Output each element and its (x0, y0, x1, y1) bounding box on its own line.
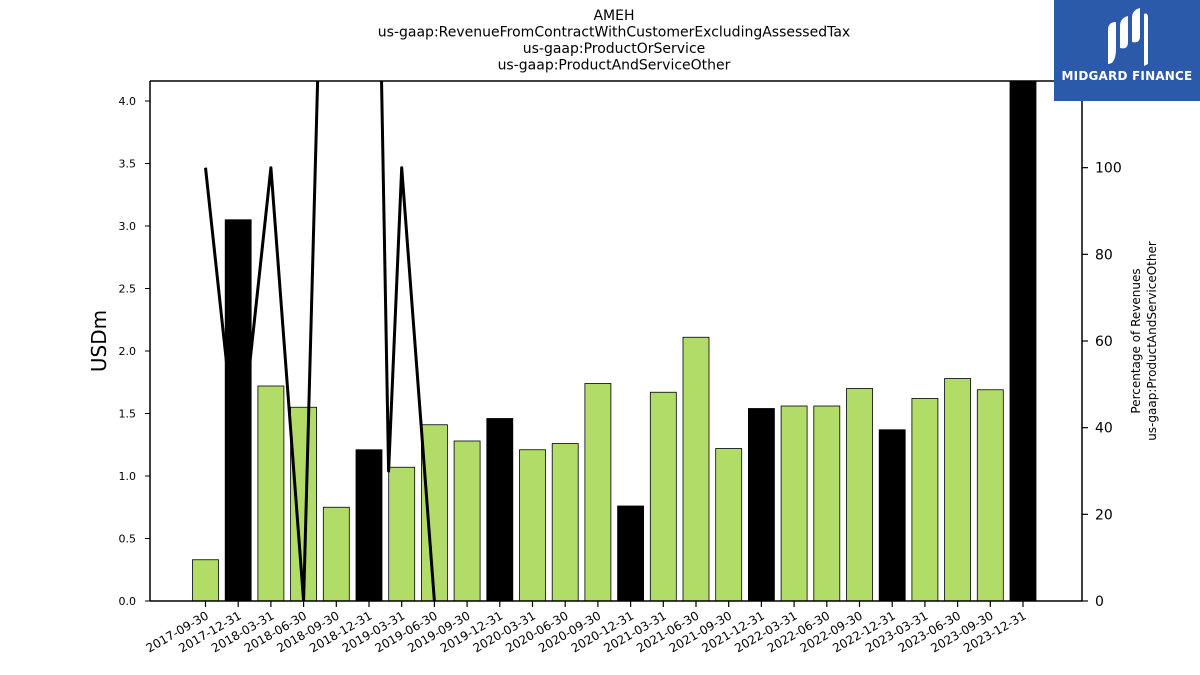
y-tick-label: 3.0 (119, 220, 137, 233)
right-axis-label-line: us-gaap:ProductAndServiceOther (1145, 241, 1159, 441)
bar (911, 398, 939, 602)
bar (519, 449, 546, 602)
bar (486, 418, 514, 602)
y2-tick-label: 60 (1095, 334, 1113, 350)
bar (420, 424, 448, 602)
bar (551, 443, 579, 602)
bar (715, 448, 743, 602)
axes (149, 80, 1083, 602)
bar (780, 405, 808, 602)
bar (813, 405, 841, 602)
left-axis-ticks: 0.0 0.5 1.0 1.5 2.0 2.5 3.0 3.5 4.0 (119, 95, 150, 608)
y2-tick-label: 20 (1095, 507, 1113, 523)
bar (257, 385, 285, 602)
midgard-finance-logo: MIDGARD FINANCE (1054, 0, 1200, 101)
bar (846, 388, 873, 602)
y-axis-label: USDm (87, 310, 111, 372)
bar (976, 389, 1004, 602)
bar (682, 336, 710, 602)
bar (944, 378, 971, 602)
y-tick-label: 4.0 (119, 95, 137, 108)
title-line: us-gaap:ProductOrService (523, 41, 706, 57)
bar (649, 391, 677, 602)
y-tick-label: 1.5 (119, 408, 137, 421)
percentage-line-series (204, 81, 436, 601)
bar (224, 219, 252, 602)
percentage-line (204, 81, 436, 601)
right-axis-ticks: 0 20 40 60 80 100 (1082, 161, 1122, 610)
bar-series (192, 80, 1037, 602)
bar (355, 449, 383, 602)
bar (453, 440, 481, 602)
bar (1009, 80, 1037, 602)
bar (617, 505, 644, 602)
bar (192, 559, 219, 602)
y-tick-label: 0.0 (119, 595, 137, 608)
y-tick-label: 1.0 (119, 470, 137, 483)
title-line: AMEH (593, 8, 634, 24)
bar (388, 466, 416, 602)
bar (878, 429, 906, 602)
chart-title: AMEHus-gaap:RevenueFromContractWithCusto… (378, 8, 850, 74)
bar (748, 408, 775, 602)
right-axis-label-line: Percentage of Revenues (1129, 268, 1143, 413)
y-tick-label: 2.5 (119, 283, 137, 296)
bar (584, 383, 612, 602)
y2-tick-label: 40 (1095, 421, 1113, 437)
bar (322, 506, 350, 602)
x-axis-ticks: 2017-09-302017-12-312018-03-312018-06-30… (144, 601, 1029, 655)
y-tick-label: 0.5 (119, 533, 137, 546)
title-line: us-gaap:RevenueFromContractWithCustomerE… (378, 25, 850, 41)
y2-tick-label: 80 (1095, 247, 1113, 263)
y2-tick-label: 100 (1095, 161, 1122, 177)
y-tick-label: 3.5 (119, 158, 137, 171)
y2-tick-label: 0 (1095, 594, 1104, 610)
logo-text: MIDGARD FINANCE (1061, 69, 1193, 83)
title-line: us-gaap:ProductAndServiceOther (498, 58, 731, 74)
logo-mark-icon (1108, 8, 1148, 66)
right-axis-label: Percentage of Revenues us-gaap:ProductAnd… (1129, 241, 1159, 441)
y-tick-label: 2.0 (119, 345, 137, 358)
